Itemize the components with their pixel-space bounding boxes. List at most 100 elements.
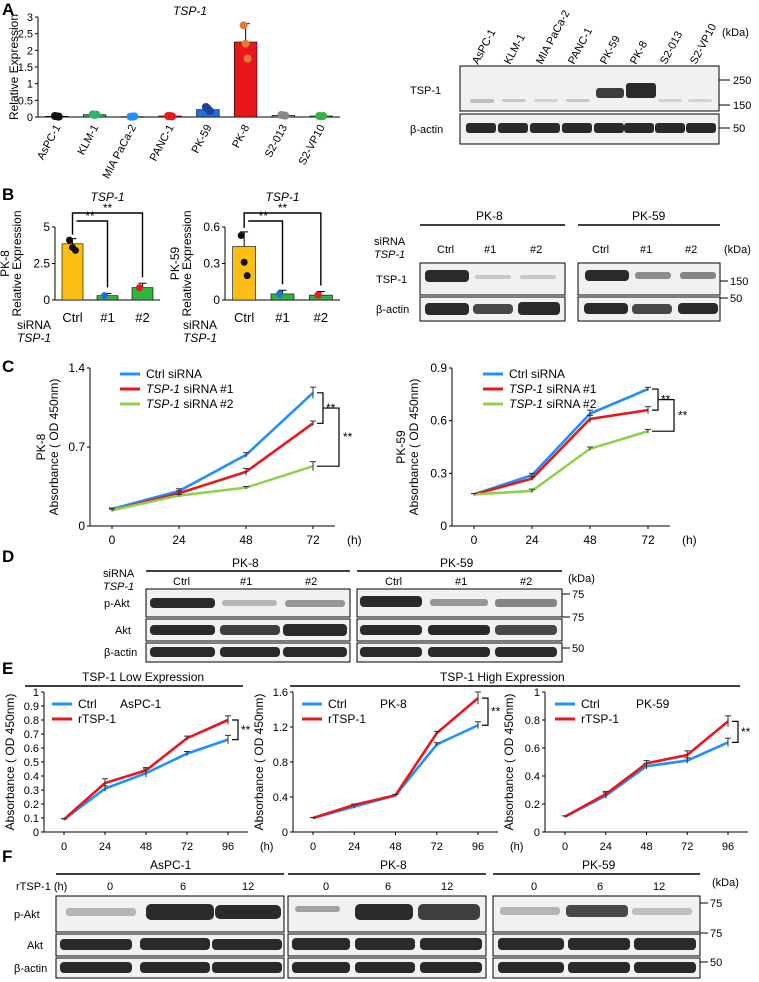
y-tick-label: 0 — [213, 293, 220, 307]
blot-b-kda: (kDa) — [724, 244, 751, 256]
sig-label: ** — [85, 209, 95, 223]
blot-b-lane: #1 — [484, 244, 496, 256]
blot-f-lane: 12 — [653, 881, 665, 893]
x-tick-label: 48 — [583, 533, 597, 547]
y-tick-label: 0.9 — [24, 701, 39, 713]
data-point — [66, 236, 73, 244]
blot-a-lane-label: S2-013 — [658, 29, 685, 66]
blot-a-marker: 50 — [733, 123, 745, 135]
x-tick-label: 0 — [61, 841, 67, 853]
blot-d-lane: #2 — [305, 576, 317, 588]
x-tick-label: #1 — [100, 310, 114, 325]
blot-b-marker: 150 — [730, 276, 748, 288]
x-tick-label: 0 — [310, 841, 316, 853]
blot-d-marker: 75 — [572, 589, 584, 601]
blot-b-lane: #2 — [685, 244, 697, 256]
blot-a-bands-actin — [466, 123, 716, 133]
data-point — [243, 54, 252, 63]
x-tick-label: S2-013 — [263, 123, 290, 160]
x-tick-label: 72 — [431, 841, 443, 853]
panel-e-groups: TSP-1 Low Expression TSP-1 High Expressi… — [25, 670, 740, 687]
y-tick-label: 0.8 — [525, 715, 540, 727]
blot-a-bands-tsp1 — [470, 83, 712, 103]
y-tick-label: 0.7 — [68, 440, 85, 454]
tsp1-label: TSP-1 — [183, 331, 217, 345]
x-tick-label: 0 — [109, 533, 116, 547]
data-point — [54, 112, 63, 121]
tsp1-label: TSP-1 — [17, 331, 51, 345]
legend-label-italic: TSP-1 — [509, 382, 543, 396]
x-tick-label: 96 — [722, 841, 734, 853]
y-tick-label: 0.5 — [18, 95, 33, 107]
blot-f-lane: 12 — [242, 881, 254, 893]
series-line — [111, 464, 314, 512]
legend-label: Ctrl — [78, 697, 97, 711]
group-high: TSP-1 High Expression — [440, 670, 565, 684]
blot-f-treat: rTSP-1 (h) — [16, 881, 67, 893]
y-tick-label: 0.6 — [203, 220, 220, 234]
blot-f-row: Akt — [27, 940, 43, 952]
data-point — [205, 107, 214, 115]
sig-label: ** — [741, 725, 751, 739]
data-point — [237, 232, 245, 240]
blot-f-marker: 50 — [710, 957, 722, 969]
data-point — [241, 39, 250, 48]
panel-label-c: C — [2, 357, 14, 376]
y-tick-label: 0 — [440, 519, 447, 533]
blot-a-kda: (kDa) — [722, 27, 749, 39]
data-point — [92, 110, 101, 119]
x-tick-label: 72 — [181, 841, 193, 853]
bar — [131, 287, 154, 301]
data-point — [136, 284, 143, 292]
x-tick-label: PK-8 — [230, 123, 252, 150]
y-tick-label: 0 — [282, 827, 288, 839]
panel-b-xlabels: siRNA TSP-1 siRNA TSP-1 — [17, 318, 217, 345]
data-point — [243, 272, 251, 280]
sig-label: ** — [343, 430, 353, 444]
blot-d-lane: Ctrl — [173, 576, 190, 588]
x-tick-label: 0 — [562, 841, 568, 853]
y-tick-label: 0 — [27, 112, 33, 124]
siRNA-label: siRNA — [183, 318, 217, 332]
bar — [234, 41, 258, 118]
y-axis-label: Absorbance ( OD 450nm) — [3, 694, 17, 831]
blot-a-lane-label: KLM-1 — [502, 32, 528, 66]
blot-d-kda: (kDa) — [568, 573, 595, 585]
chart-a-expression: 0 0.5 1 1.5 2 2.5 3 TSP-1 Relative Expression AsP… — [7, 4, 340, 181]
blot-f-lane: 12 — [441, 881, 453, 893]
sig-bracket — [482, 697, 489, 726]
data-point — [168, 112, 177, 121]
y-tick-label: 1.2 — [273, 722, 288, 734]
bar — [232, 246, 256, 301]
blot-f-marker: 75 — [710, 898, 722, 910]
blot-d-row: p-Akt — [104, 598, 130, 610]
group-low: TSP-1 Low Expression — [82, 670, 204, 684]
x-tick-label: 24 — [172, 533, 186, 547]
x-tick-label: 24 — [525, 533, 539, 547]
y-axis-label: Absorbance ( OD 450nm) — [407, 379, 421, 516]
y-tick-label: 5 — [43, 220, 50, 234]
sig-bracket — [232, 719, 239, 741]
legend-label-italic: TSP-1 — [509, 397, 543, 411]
y-tick-label: 1 — [33, 687, 39, 699]
legend-label: Ctrl siRNA — [509, 367, 565, 381]
blot-f-row: p-Akt — [14, 909, 40, 921]
legend-label-rest: siRNA #1 — [543, 382, 597, 396]
blot-b-row-tsp1: TSP-1 — [376, 274, 407, 286]
y-tick-label: 0.8 — [273, 757, 288, 769]
y-tick-label: 0.6 — [525, 743, 540, 755]
blot-a-marker: 150 — [733, 100, 751, 112]
y-tick-label: 1.4 — [68, 361, 85, 375]
x-tick-label: 96 — [472, 841, 484, 853]
sig-label: ** — [259, 209, 269, 223]
series-line — [473, 408, 649, 496]
chart-title: PK-8 — [380, 697, 407, 711]
blot-d: PK-8 PK-59 siRNA TSP-1 Ctrl #1 #2 Ctrl #… — [103, 556, 595, 663]
panel-label-f: F — [2, 847, 12, 866]
y-axis-label: Absorbance ( OD 450nm) — [252, 694, 266, 831]
legend-label: rTSP-1 — [78, 712, 116, 726]
x-tick-label: 24 — [600, 841, 612, 853]
